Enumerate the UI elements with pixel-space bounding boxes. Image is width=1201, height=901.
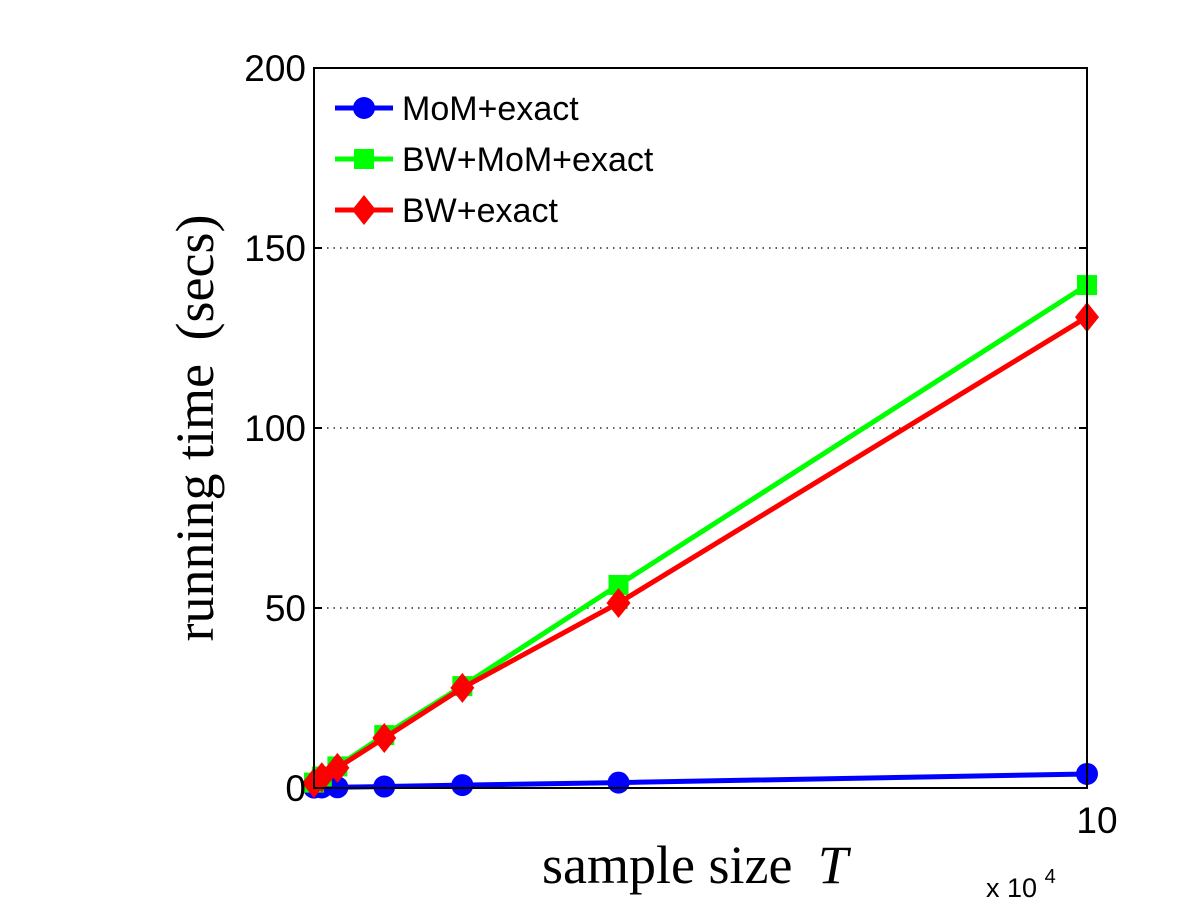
y-tick-label: 0 (285, 768, 306, 809)
legend-label: BW+MoM+exact (402, 141, 654, 179)
y-tick-label: 200 (244, 48, 306, 89)
legend: MoM+exact BW+MoM+exact BW+exact (335, 90, 654, 230)
y-tick-label: 100 (244, 408, 306, 449)
legend-marker-square (354, 149, 374, 169)
data-point-diamond (325, 752, 350, 783)
series-bw-exact (302, 302, 1099, 798)
x-axis-label-var: T (818, 835, 852, 895)
x-multiplier-exp: 4 (1045, 866, 1056, 888)
legend-item: MoM+exact (335, 90, 579, 128)
x-tick-label: 10 (1076, 800, 1117, 841)
legend-item: BW+MoM+exact (335, 141, 654, 179)
x-axis-label: sample size T (542, 835, 852, 895)
legend-item: BW+exact (335, 192, 558, 230)
grid-lines (314, 247, 1087, 609)
legend-label: BW+exact (402, 192, 558, 230)
data-point-diamond (372, 722, 397, 753)
y-axis-label-text: running time (165, 364, 225, 641)
y-tick-label: 50 (265, 588, 306, 629)
data-point-diamond (450, 672, 475, 703)
data-point-diamond (606, 587, 631, 618)
series-line (313, 771, 1088, 791)
y-axis-label: running time (secs) (165, 215, 225, 642)
data-point-circle (451, 774, 474, 797)
data-point-circle (607, 771, 630, 794)
series-line (312, 314, 1089, 785)
x-multiplier-label: x 10 4 (986, 866, 1056, 901)
axis-ticks: 0 50 100 150 200 10 (244, 48, 1117, 841)
y-tick-label: 150 (244, 228, 306, 269)
series-mom-exact (303, 762, 1098, 799)
legend-marker-circle (353, 97, 375, 119)
legend-label: MoM+exact (402, 90, 579, 128)
data-point-square (608, 574, 629, 595)
y-axis-label-unit: (secs) (165, 215, 225, 341)
data-point-circle (373, 775, 396, 798)
x-axis-label-text: sample size (542, 835, 792, 895)
legend-marker-diamond (352, 195, 376, 225)
x-multiplier-base: x 10 (986, 873, 1037, 901)
series-layer (302, 275, 1099, 799)
